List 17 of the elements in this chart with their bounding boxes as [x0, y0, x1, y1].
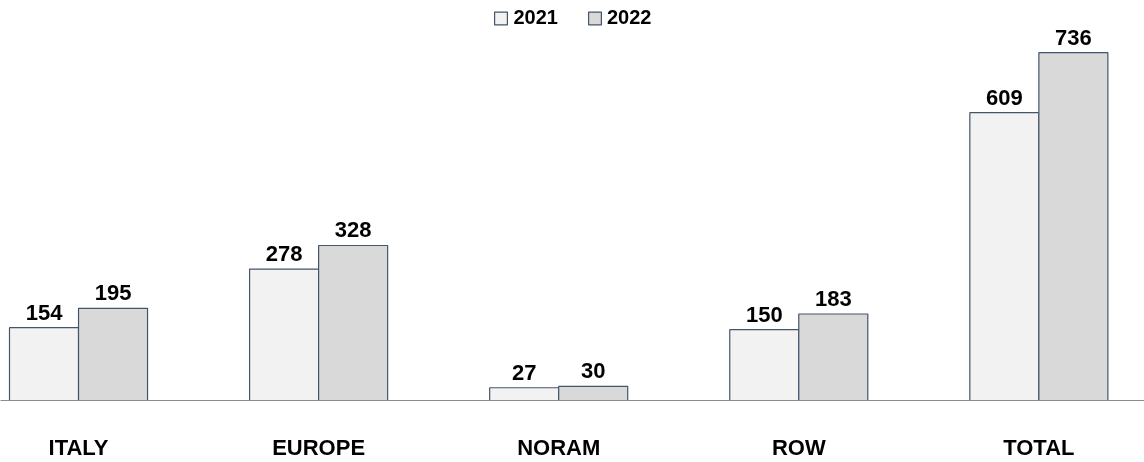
x-tick-label: ITALY — [48, 434, 109, 460]
data-label: 736 — [1055, 24, 1092, 50]
data-label: 278 — [265, 241, 303, 267]
data-label: 328 — [334, 217, 372, 243]
legend-label: 2022 — [607, 6, 652, 29]
x-tick-label: EUROPE — [272, 434, 366, 460]
data-label: 154 — [25, 299, 64, 325]
data-label: 150 — [745, 301, 783, 327]
data-label: 27 — [511, 359, 537, 385]
data-label: 183 — [814, 286, 852, 312]
data-label: 30 — [580, 358, 606, 384]
x-tick-label: TOTAL — [1003, 434, 1075, 460]
data-label: 609 — [986, 84, 1023, 110]
data-label: 195 — [94, 280, 132, 306]
x-tick-label: NORAM — [517, 434, 601, 460]
legend-label: 2021 — [513, 6, 558, 29]
x-tick-label: ROW — [771, 434, 826, 460]
